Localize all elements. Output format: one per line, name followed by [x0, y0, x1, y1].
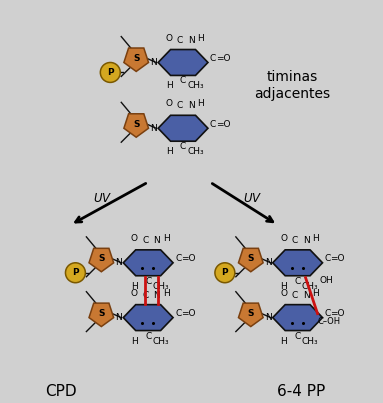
Text: C: C — [210, 54, 216, 63]
Text: C: C — [180, 77, 186, 85]
Polygon shape — [158, 50, 208, 75]
Text: H: H — [312, 289, 319, 298]
Text: H: H — [280, 337, 287, 345]
Text: N: N — [116, 313, 122, 322]
Polygon shape — [273, 250, 322, 276]
Text: H: H — [312, 234, 319, 243]
Polygon shape — [158, 115, 208, 141]
Text: C: C — [142, 236, 148, 245]
Text: S: S — [98, 309, 105, 318]
Text: P: P — [72, 268, 79, 277]
Text: O: O — [166, 99, 173, 108]
Text: CH₃: CH₃ — [187, 81, 204, 90]
Text: S: S — [98, 254, 105, 263]
Text: =O: =O — [331, 254, 345, 263]
Text: C: C — [145, 332, 151, 341]
Text: N: N — [116, 258, 122, 267]
Text: N: N — [154, 291, 160, 300]
Text: O: O — [280, 289, 287, 298]
Text: N: N — [188, 35, 195, 45]
Text: N: N — [303, 236, 310, 245]
Text: CH₃: CH₃ — [302, 337, 318, 345]
Text: C: C — [177, 101, 183, 110]
Text: C: C — [177, 35, 183, 45]
Text: =O: =O — [331, 309, 345, 318]
Text: C: C — [142, 291, 148, 300]
Text: C: C — [295, 277, 301, 286]
Text: =O: =O — [181, 254, 196, 263]
Text: N: N — [265, 313, 272, 322]
Text: H: H — [131, 282, 138, 291]
Text: H: H — [166, 147, 173, 156]
Text: N: N — [151, 58, 157, 67]
Text: N: N — [188, 101, 195, 110]
Text: C: C — [291, 291, 298, 300]
Text: C: C — [175, 309, 181, 318]
Polygon shape — [123, 250, 173, 276]
Text: H: H — [131, 337, 138, 345]
Text: H: H — [163, 289, 169, 298]
Text: OH: OH — [319, 276, 333, 285]
Text: O: O — [166, 33, 173, 43]
Text: H: H — [166, 81, 173, 90]
Text: O: O — [131, 234, 138, 243]
Text: C: C — [145, 277, 151, 286]
Text: H: H — [280, 282, 287, 291]
Text: $\mathit{UV}$: $\mathit{UV}$ — [243, 191, 262, 204]
Text: C: C — [295, 332, 301, 341]
Text: CPD: CPD — [45, 384, 76, 399]
Text: N: N — [154, 236, 160, 245]
Text: H: H — [163, 234, 169, 243]
Polygon shape — [273, 305, 322, 330]
Polygon shape — [123, 305, 173, 330]
Polygon shape — [239, 303, 263, 326]
Text: H: H — [198, 33, 205, 43]
Text: timinas
adjacentes: timinas adjacentes — [255, 70, 331, 100]
Polygon shape — [89, 303, 114, 326]
Text: S: S — [133, 120, 139, 129]
Text: H: H — [198, 99, 205, 108]
Text: C: C — [180, 142, 186, 151]
Polygon shape — [124, 48, 149, 71]
Text: N: N — [303, 291, 310, 300]
Circle shape — [215, 263, 235, 283]
Text: O: O — [280, 234, 287, 243]
Text: CH₃: CH₃ — [187, 147, 204, 156]
Text: O: O — [131, 289, 138, 298]
Text: P: P — [107, 68, 114, 77]
Text: C: C — [324, 309, 331, 318]
Text: $\mathit{UV}$: $\mathit{UV}$ — [93, 191, 112, 204]
Text: =O: =O — [181, 309, 196, 318]
Text: S: S — [247, 254, 254, 263]
Text: N: N — [151, 124, 157, 133]
Polygon shape — [89, 248, 114, 272]
Text: S: S — [247, 309, 254, 318]
Polygon shape — [239, 248, 263, 272]
Text: 6-4 PP: 6-4 PP — [277, 384, 326, 399]
Text: S: S — [133, 54, 139, 63]
Polygon shape — [124, 114, 149, 137]
Text: C: C — [175, 254, 181, 263]
Text: C: C — [324, 254, 331, 263]
Text: N: N — [265, 258, 272, 267]
Text: C: C — [291, 236, 298, 245]
Text: C–OH: C–OH — [318, 317, 340, 326]
Circle shape — [100, 62, 120, 82]
Text: CH₃: CH₃ — [302, 282, 318, 291]
Circle shape — [65, 263, 85, 283]
Text: P: P — [222, 268, 228, 277]
Text: =O: =O — [216, 54, 231, 63]
Text: C: C — [210, 120, 216, 129]
Text: =O: =O — [216, 120, 231, 129]
Text: CH₃: CH₃ — [152, 282, 169, 291]
Text: CH₃: CH₃ — [152, 337, 169, 345]
